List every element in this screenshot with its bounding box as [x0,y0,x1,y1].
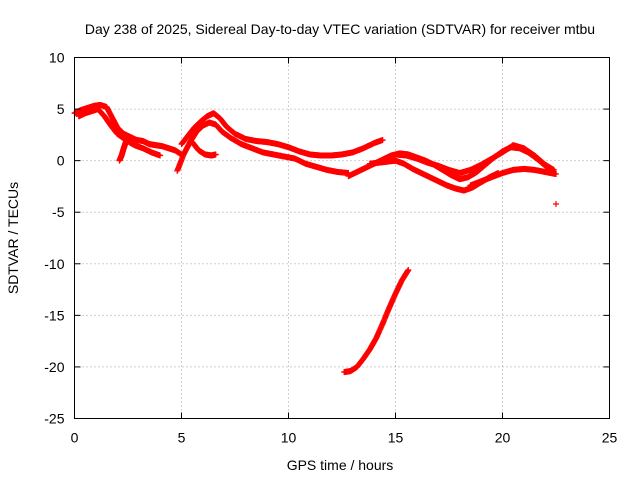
y-tick-label: 5 [57,101,65,117]
x-axis-label: GPS time / hours [287,457,394,473]
x-tick-label: 0 [71,430,79,446]
y-tick-label: 0 [57,153,65,169]
y-tick-label: -5 [52,204,65,220]
x-tick-label: 15 [388,430,404,446]
y-tick-label: -15 [44,307,64,323]
chart-title: Day 238 of 2025, Sidereal Day-to-day VTE… [85,21,595,37]
sdtvar-chart: Day 238 of 2025, Sidereal Day-to-day VTE… [0,0,640,480]
x-tick-label: 20 [495,430,511,446]
y-tick-label: -25 [44,411,64,427]
y-tick-label: 10 [49,50,65,66]
x-tick-label: 25 [602,430,618,446]
y-axis-label: SDTVAR / TECUs [5,182,21,294]
y-tick-label: -10 [44,256,64,272]
x-tick-label: 10 [281,430,297,446]
x-tick-label: 5 [178,430,186,446]
y-tick-label: -20 [44,359,64,375]
chart-background [0,0,640,480]
